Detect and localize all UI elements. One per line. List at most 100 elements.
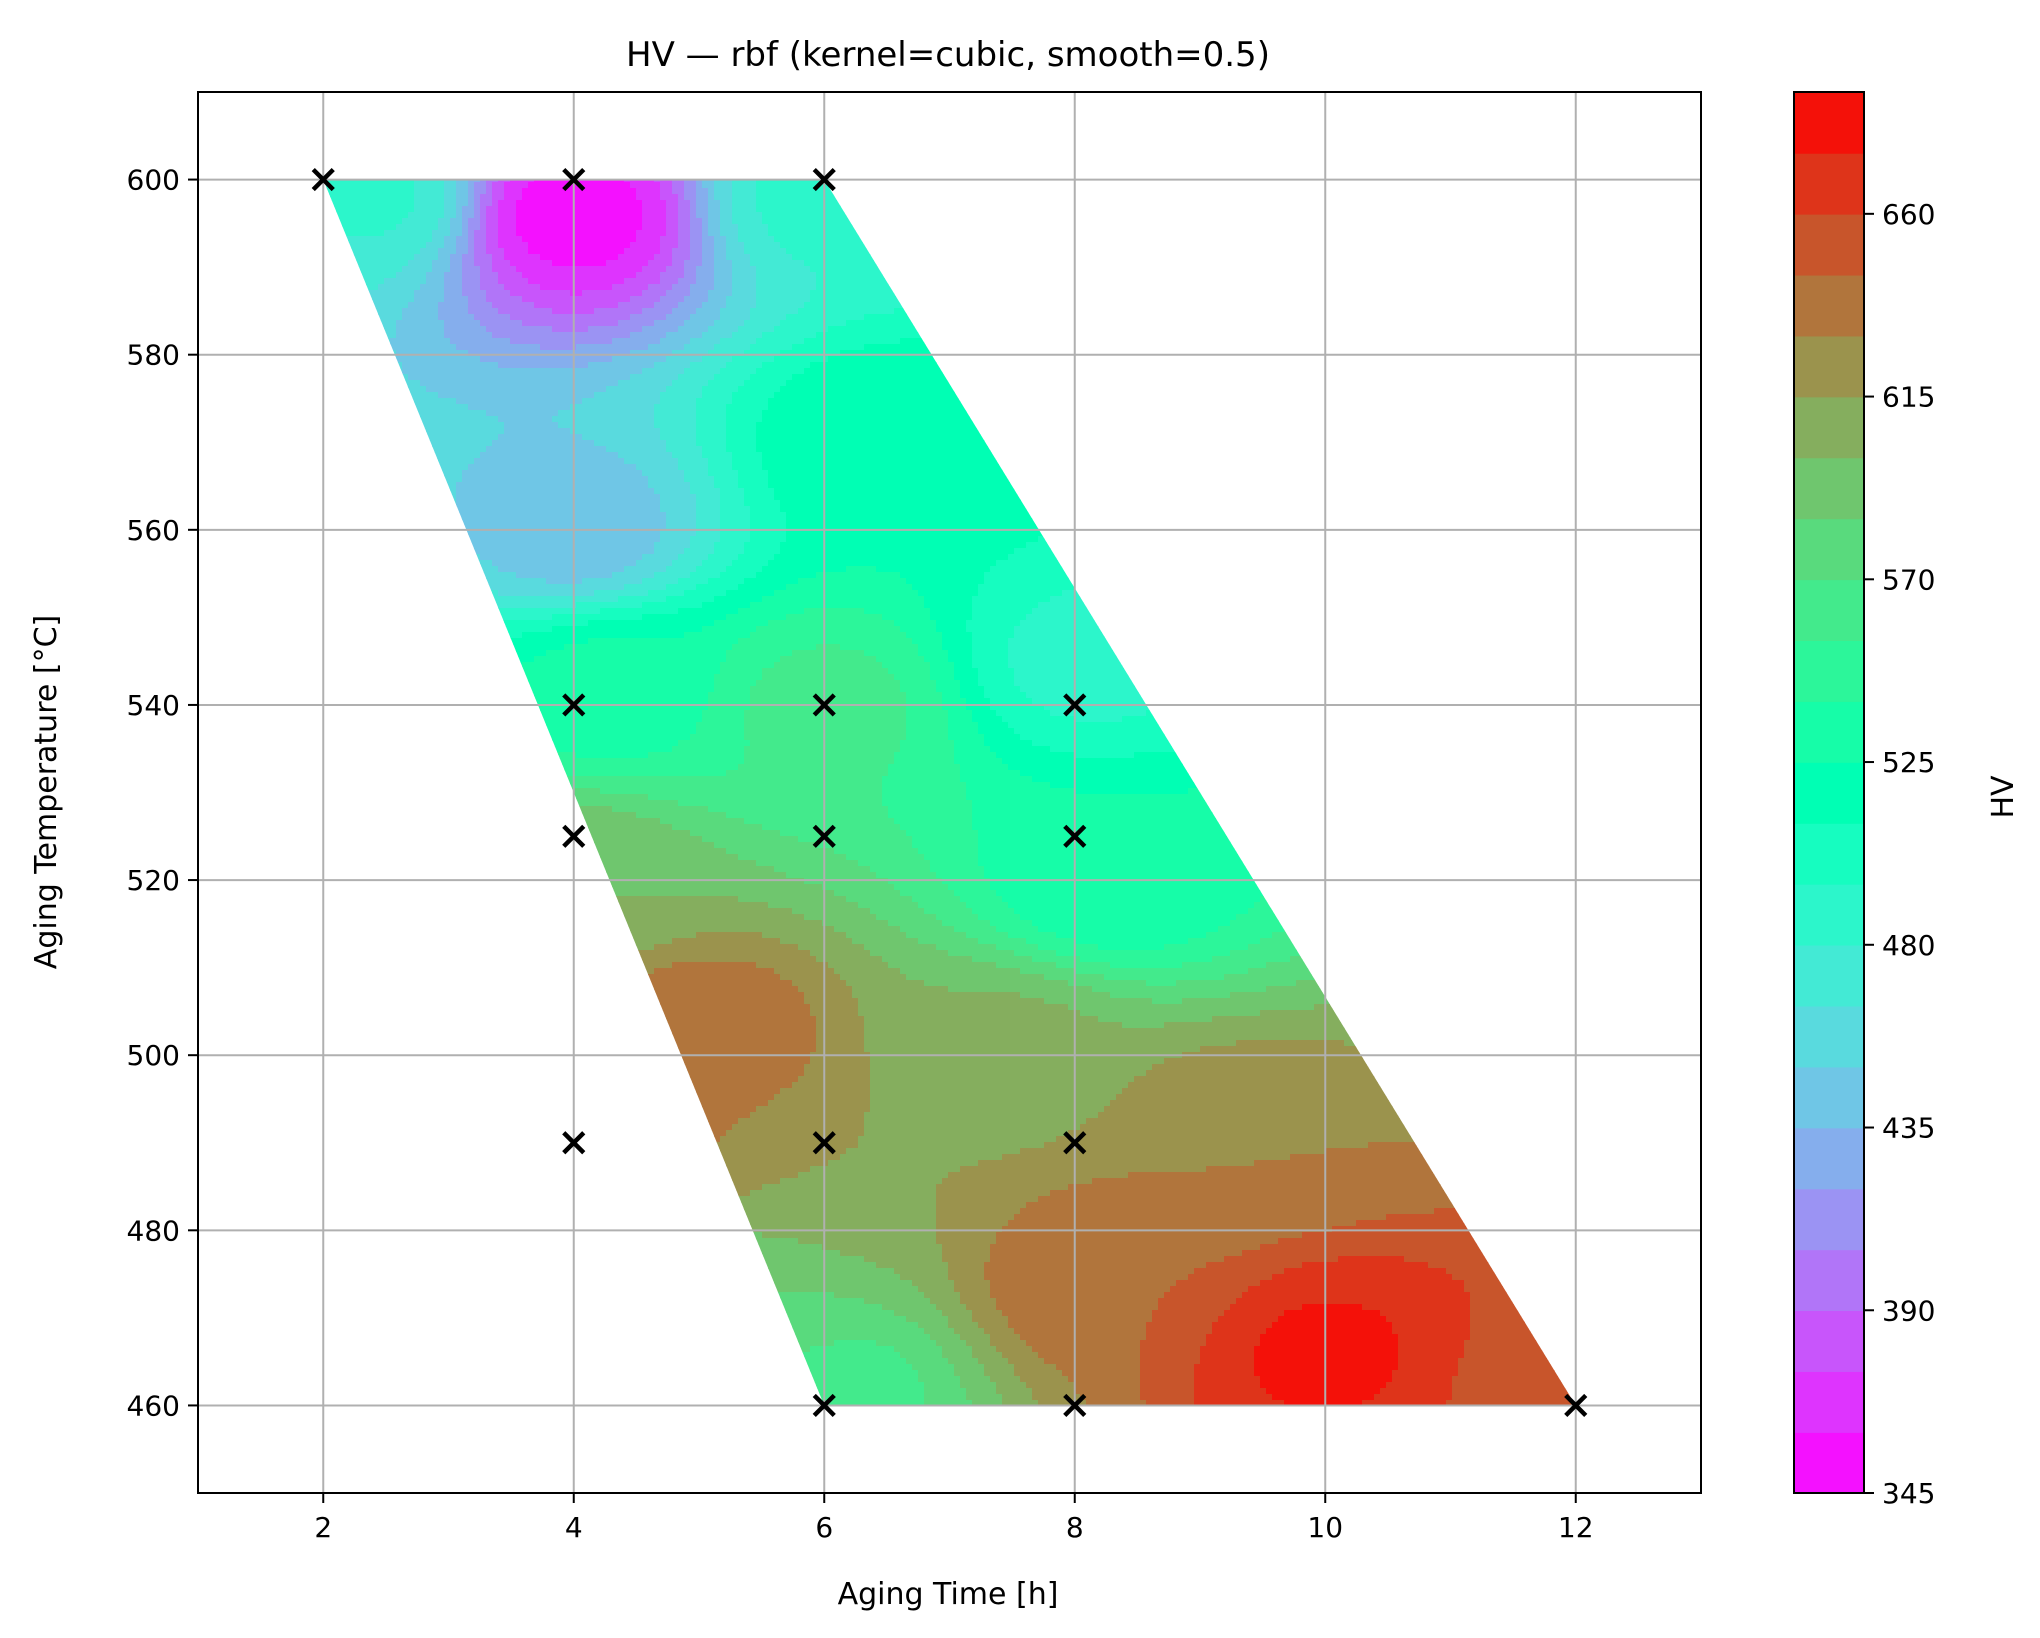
contour-cell <box>420 200 427 207</box>
contour-cell <box>780 200 787 207</box>
contour-cell <box>498 212 505 219</box>
contour-cell <box>360 254 367 261</box>
contour-cell <box>786 230 793 237</box>
contour-cell <box>738 206 745 213</box>
contour-cell <box>504 284 511 291</box>
contour-cell <box>420 242 427 249</box>
contour-cell <box>540 284 547 291</box>
contour-cell <box>354 242 361 249</box>
contour-cell <box>588 236 595 243</box>
contour-cell <box>768 230 775 237</box>
contour-cell <box>654 236 661 243</box>
contour-cell <box>828 200 835 207</box>
contour-cell <box>456 200 463 207</box>
contour-cell <box>546 278 553 285</box>
contour-cell <box>708 248 715 255</box>
contour-cell <box>444 242 451 249</box>
contour-cell <box>864 248 871 255</box>
contour-cell <box>846 224 853 231</box>
contour-cell <box>366 188 373 195</box>
contour-cell <box>450 260 457 267</box>
contour-cell <box>762 206 769 213</box>
contour-cell <box>534 236 541 243</box>
contour-cell <box>414 218 421 225</box>
contour-cell <box>372 188 379 195</box>
contour-cell <box>726 194 733 201</box>
contour-cell <box>744 188 751 195</box>
contour-cell <box>360 218 367 225</box>
contour-cell <box>486 254 493 261</box>
contour-cell <box>726 248 733 255</box>
contour-cell <box>486 188 493 195</box>
contour-cell <box>534 200 541 207</box>
contour-cell <box>726 230 733 237</box>
contour-cell <box>348 200 355 207</box>
contour-cell <box>582 224 589 231</box>
contour-cell <box>450 248 457 255</box>
contour-cell <box>384 278 391 285</box>
contour-cell <box>702 278 709 285</box>
contour-cell <box>840 230 847 237</box>
contour-cell <box>606 182 613 189</box>
contour-cell <box>522 260 529 267</box>
contour-cell <box>582 188 589 195</box>
contour-cell <box>558 194 565 201</box>
contour-cell <box>516 218 523 225</box>
contour-cell <box>876 284 883 291</box>
contour-cell <box>516 200 523 207</box>
contour-cell <box>720 179 727 183</box>
contour-cell <box>534 242 541 249</box>
contour-cell <box>738 236 745 243</box>
contour-cell <box>438 200 445 207</box>
contour-cell <box>792 200 799 207</box>
contour-cell <box>714 284 721 291</box>
contour-cell <box>738 182 745 189</box>
contour-cell <box>402 188 409 195</box>
contour-cell <box>678 278 685 285</box>
contour-cell <box>630 182 637 189</box>
contour-cell <box>408 188 415 195</box>
contour-cell <box>378 266 385 273</box>
contour-cell <box>450 266 457 273</box>
contour-cell <box>750 179 757 183</box>
contour-cell <box>402 278 409 285</box>
contour-cell <box>504 224 511 231</box>
contour-cell <box>774 179 781 183</box>
contour-cell <box>402 194 409 201</box>
contour-cell <box>384 188 391 195</box>
contour-cell <box>750 284 757 291</box>
contour-cell <box>630 194 637 201</box>
contour-cell <box>768 272 775 279</box>
contour-cell <box>438 254 445 261</box>
contour-cell <box>450 284 457 291</box>
contour-cell <box>432 272 439 279</box>
contour-cell <box>498 188 505 195</box>
contour-cell <box>558 284 565 291</box>
contour-cell <box>366 254 373 261</box>
contour-cell <box>822 260 829 267</box>
contour-cell <box>576 272 583 279</box>
contour-cell <box>720 254 727 261</box>
contour-cell <box>774 212 781 219</box>
contour-cell <box>780 230 787 237</box>
contour-cell <box>576 224 583 231</box>
contour-cell <box>372 284 379 291</box>
contour-cell <box>870 266 877 273</box>
contour-cell <box>420 224 427 231</box>
contour-cell <box>588 254 595 261</box>
contour-cell <box>702 272 709 279</box>
contour-cell <box>708 230 715 237</box>
contour-cell <box>660 188 667 195</box>
contour-cell <box>528 188 535 195</box>
contour-cell <box>498 179 505 183</box>
contour-cell <box>720 272 727 279</box>
contour-cell <box>654 182 661 189</box>
contour-cell <box>798 242 805 249</box>
contour-cell <box>786 212 793 219</box>
contour-cell <box>492 188 499 195</box>
contour-cell <box>660 206 667 213</box>
contour-cell <box>732 182 739 189</box>
contour-cell <box>588 224 595 231</box>
contour-cell <box>798 284 805 291</box>
contour-cell <box>468 230 475 237</box>
